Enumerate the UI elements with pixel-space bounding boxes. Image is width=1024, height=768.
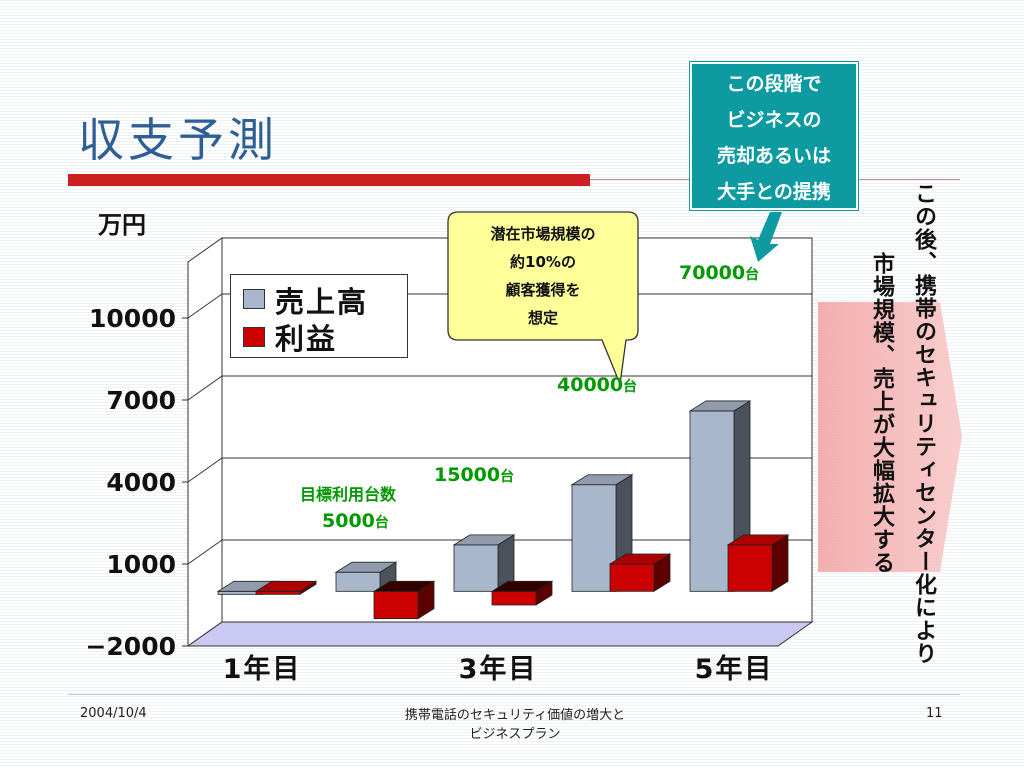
- annotation-40000: 40000台: [557, 374, 638, 396]
- annotation-70000: 70000台: [679, 262, 760, 284]
- vertical-text-col1: この後、携帯のセキュリティセンター化により: [911, 182, 936, 665]
- y-tick-label: 7000: [106, 386, 176, 415]
- footer-date: 2004/10/4: [80, 706, 147, 721]
- bar-profit-5: [726, 534, 790, 593]
- gridline-side: [187, 293, 223, 319]
- x-axis-tick-labels: 1年目 3年目 5年目: [223, 653, 774, 685]
- bar-profit-4: [608, 553, 672, 593]
- title-underline-bar: [68, 174, 590, 186]
- bars: [216, 400, 790, 620]
- vertical-text-col2: 市場規模、売上が大幅拡大する: [869, 252, 894, 574]
- bar-profit-3: [490, 580, 554, 606]
- floor: [186, 621, 814, 647]
- bar-profit-1: [254, 580, 318, 596]
- y-tick-label: 4000: [106, 468, 176, 497]
- bubble-line: 潜在市場規模の: [490, 225, 596, 243]
- annotation-15000: 15000台: [434, 464, 515, 486]
- bar-revenue-2: [334, 561, 398, 593]
- y-tick-label: −2000: [85, 632, 176, 661]
- x-tick-label: 5年目: [695, 653, 774, 685]
- callout-line: ビジネスの: [726, 109, 822, 131]
- callout-arrow-icon: [750, 212, 782, 262]
- callout-line: この段階で: [726, 73, 822, 95]
- bar-revenue-3: [452, 534, 516, 593]
- side-wall: [187, 237, 223, 647]
- y-tick-label: 1000: [106, 550, 176, 579]
- bar-profit-2: [372, 580, 436, 620]
- legend-label-revenue: 売上高: [275, 285, 369, 319]
- y-axis-unit-label: 万円: [98, 211, 146, 239]
- x-tick-label: 1年目: [223, 653, 302, 685]
- bubble-line: 約10%の: [510, 253, 576, 271]
- bubble-line: 顧客獲得を: [505, 281, 581, 299]
- footer-title-line2: ビジネスプラン: [469, 727, 561, 742]
- speech-bubble: [447, 211, 639, 387]
- callout-line: 売却あるいは: [716, 145, 831, 167]
- legend-swatch-profit: [243, 327, 265, 347]
- legend-swatch-revenue: [243, 289, 265, 309]
- speech-bubble-text: 潜在市場規模の 約10%の 顧客獲得を 想定: [450, 220, 636, 332]
- gridline-side: [187, 375, 223, 401]
- y-tick-label: 10000: [89, 304, 176, 333]
- page-number: 11: [926, 706, 943, 721]
- footer-title: 携帯電話のセキュリティ価値の増大と ビジネスプラン: [380, 706, 650, 744]
- chart-legend: 売上高 利益: [230, 274, 408, 358]
- bubble-line: 想定: [527, 309, 558, 327]
- legend-label-profit: 利益: [275, 322, 338, 356]
- gridline-side: [187, 457, 223, 483]
- y-axis-tick-labels: −2000 1000 4000 7000 10000: [85, 304, 176, 661]
- annotation-5000: 5000台: [322, 510, 389, 532]
- growth-arrow: [818, 302, 962, 572]
- footer-divider: [68, 694, 960, 695]
- callout-line: 大手との提携: [717, 181, 831, 203]
- page-title: 収支予測: [78, 113, 278, 167]
- x-tick-label: 3年目: [459, 653, 538, 685]
- sale-partnership-callout: この段階で ビジネスの 売却あるいは 大手との提携: [690, 62, 858, 210]
- annotation-target-label: 目標利用台数: [300, 485, 397, 504]
- footer-title-line1: 携帯電話のセキュリティ価値の増大と: [404, 708, 626, 723]
- gridline-side: [187, 539, 223, 565]
